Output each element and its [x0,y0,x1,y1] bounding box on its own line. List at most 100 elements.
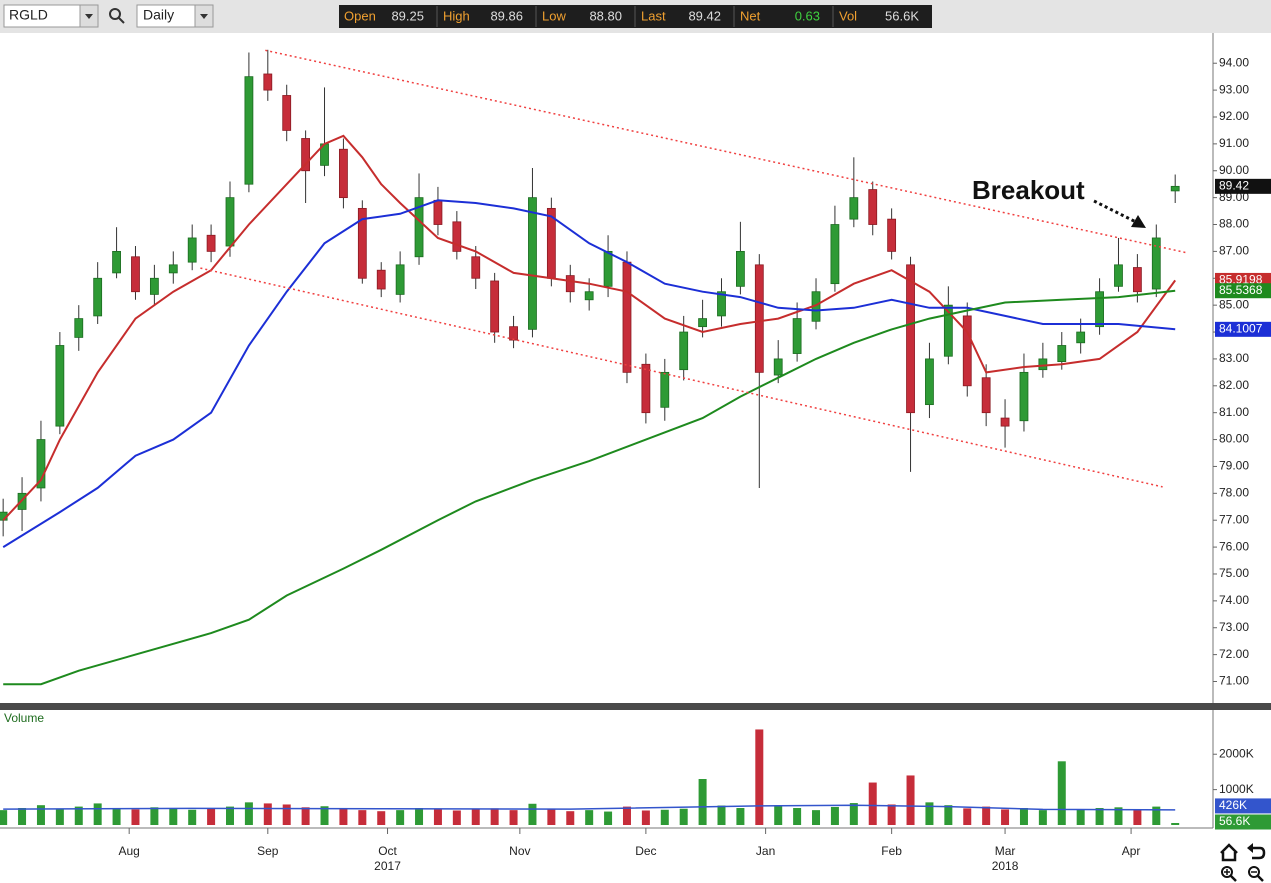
candle-body [471,256,481,279]
volume-bar [887,804,896,825]
volume-bar [566,811,575,825]
volume-bar [528,803,537,825]
price-plot [0,33,1213,703]
candle-body [55,345,65,427]
volume-bar [736,808,745,825]
volume-bar [225,806,234,825]
candle-body [528,197,537,330]
x-tick-label: Apr [1122,844,1141,858]
volume-bar [944,805,953,825]
candle-body [773,358,783,376]
y-tick-label: 76.00 [1219,539,1249,553]
search-button[interactable] [109,8,125,24]
volume-bar [963,808,972,825]
volume-bar [1057,761,1066,825]
annotation-arrow [1093,199,1146,228]
volume-bar [774,805,783,825]
volume-bar [679,808,688,825]
moving-average-line [2,134,1177,521]
y-tick-label: 90.00 [1219,163,1249,177]
last-value-label: 84.1007 [1219,322,1263,336]
candle-body [112,250,121,274]
volume-title: Volume [4,711,44,725]
candle-body [131,256,140,293]
volume-bar [1152,806,1161,825]
quote-value: 89.86 [490,8,523,23]
candle-body [925,358,934,406]
quote-value: 0.63 [795,8,820,23]
candle-body [1114,264,1123,287]
candle-body [301,138,311,172]
volume-bar [18,808,27,825]
y-tick-label: 85.00 [1219,297,1249,311]
candle-body [1057,345,1067,363]
y-tick-label: 74.00 [1219,593,1249,607]
zoom-in-button[interactable] [1221,866,1237,882]
volume-bar [1076,809,1085,825]
volume-bar [641,810,650,825]
candle-body [603,250,613,287]
candle-body [736,250,745,287]
x-tick-label: Sep [257,844,279,858]
volume-bar [207,808,216,825]
volume-bar [433,809,442,825]
volume-average-label-box [1215,798,1271,814]
quote-label: High [443,8,470,23]
y-tick-label: 82.00 [1219,378,1249,392]
volume-bar [377,811,386,825]
candle-body [1076,331,1086,344]
candle-body [754,264,764,373]
quote-label: Open [344,8,376,23]
volume-bar [131,809,140,825]
dropdown-arrow [85,14,93,19]
volume-bar [509,810,518,825]
annotation: Breakout [972,175,1085,205]
undo-button[interactable] [1247,843,1266,860]
candle-body [168,264,178,274]
quote-value: 89.25 [391,8,424,23]
volume-bar [982,806,991,825]
volume-bar [1133,809,1142,825]
candle-body [1151,237,1161,290]
candle-body [395,264,405,295]
volume-bar [169,808,178,825]
candle-body [584,291,594,301]
y-tick-label: 88.00 [1219,217,1249,231]
candle-body [206,234,216,252]
moving-average-line [3,289,1176,686]
candle-body [93,277,103,317]
y-tick-label: 80.00 [1219,432,1249,446]
volume-bar [0,810,8,825]
volume-bar [188,809,197,825]
candle-body [679,331,689,371]
candle-body [660,371,670,408]
candle-body [641,363,651,414]
zoom-out-button[interactable] [1248,866,1264,882]
volume-average-label: 426K [1219,798,1247,812]
moving-average-line [2,199,1176,548]
volume-bar [604,811,613,825]
volume-average-line [3,804,1176,811]
last-volume-label-box [1215,814,1271,830]
home-button[interactable] [1220,843,1238,862]
candle-body [244,76,254,185]
volume-bar [282,804,291,825]
quote-value: 89.42 [688,8,721,23]
candle-body [1170,185,1180,192]
volume-bar [622,806,631,825]
y-tick-label: 2000K [1219,746,1254,760]
volume-bar [755,729,764,825]
candle-body [225,197,235,247]
volume-bar [717,805,726,825]
volume-bar [925,802,934,825]
candle-body [565,275,575,293]
candle-body [868,189,878,225]
y-tick-label: 73.00 [1219,620,1249,634]
quote-value: 56.6K [885,8,919,23]
volume-bar [660,809,669,825]
symbol: RGLD [9,7,48,23]
y-tick-label: 75.00 [1219,566,1249,580]
year-label: 2017 [374,859,401,873]
candle-body [1000,417,1010,427]
last-price-label: 89.42 [1219,179,1249,193]
